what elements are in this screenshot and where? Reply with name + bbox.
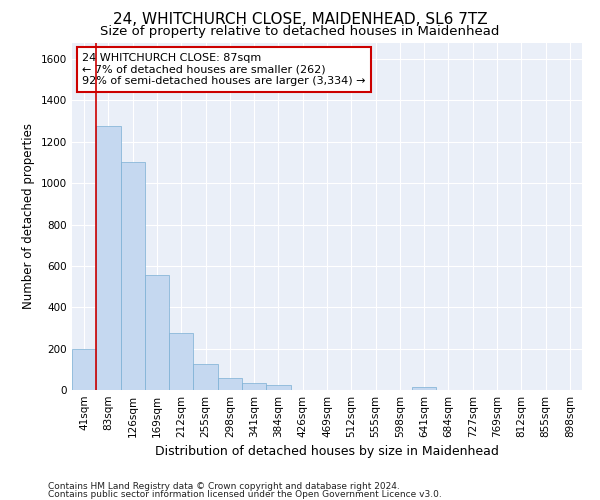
Bar	[266, 386, 290, 390]
Bar	[121, 162, 145, 390]
Text: Size of property relative to detached houses in Maidenhead: Size of property relative to detached ho…	[100, 25, 500, 38]
Bar	[169, 333, 193, 390]
Text: 24 WHITCHURCH CLOSE: 87sqm
← 7% of detached houses are smaller (262)
92% of semi: 24 WHITCHURCH CLOSE: 87sqm ← 7% of detac…	[82, 53, 366, 86]
Bar	[193, 364, 218, 390]
Y-axis label: Number of detached properties: Number of detached properties	[22, 123, 35, 309]
Text: Contains HM Land Registry data © Crown copyright and database right 2024.: Contains HM Land Registry data © Crown c…	[48, 482, 400, 491]
Bar	[145, 275, 169, 390]
Text: Contains public sector information licensed under the Open Government Licence v3: Contains public sector information licen…	[48, 490, 442, 499]
Bar	[96, 126, 121, 390]
Bar	[218, 378, 242, 390]
Bar	[72, 348, 96, 390]
Bar	[412, 387, 436, 390]
X-axis label: Distribution of detached houses by size in Maidenhead: Distribution of detached houses by size …	[155, 446, 499, 458]
Bar	[242, 384, 266, 390]
Text: 24, WHITCHURCH CLOSE, MAIDENHEAD, SL6 7TZ: 24, WHITCHURCH CLOSE, MAIDENHEAD, SL6 7T…	[113, 12, 487, 28]
